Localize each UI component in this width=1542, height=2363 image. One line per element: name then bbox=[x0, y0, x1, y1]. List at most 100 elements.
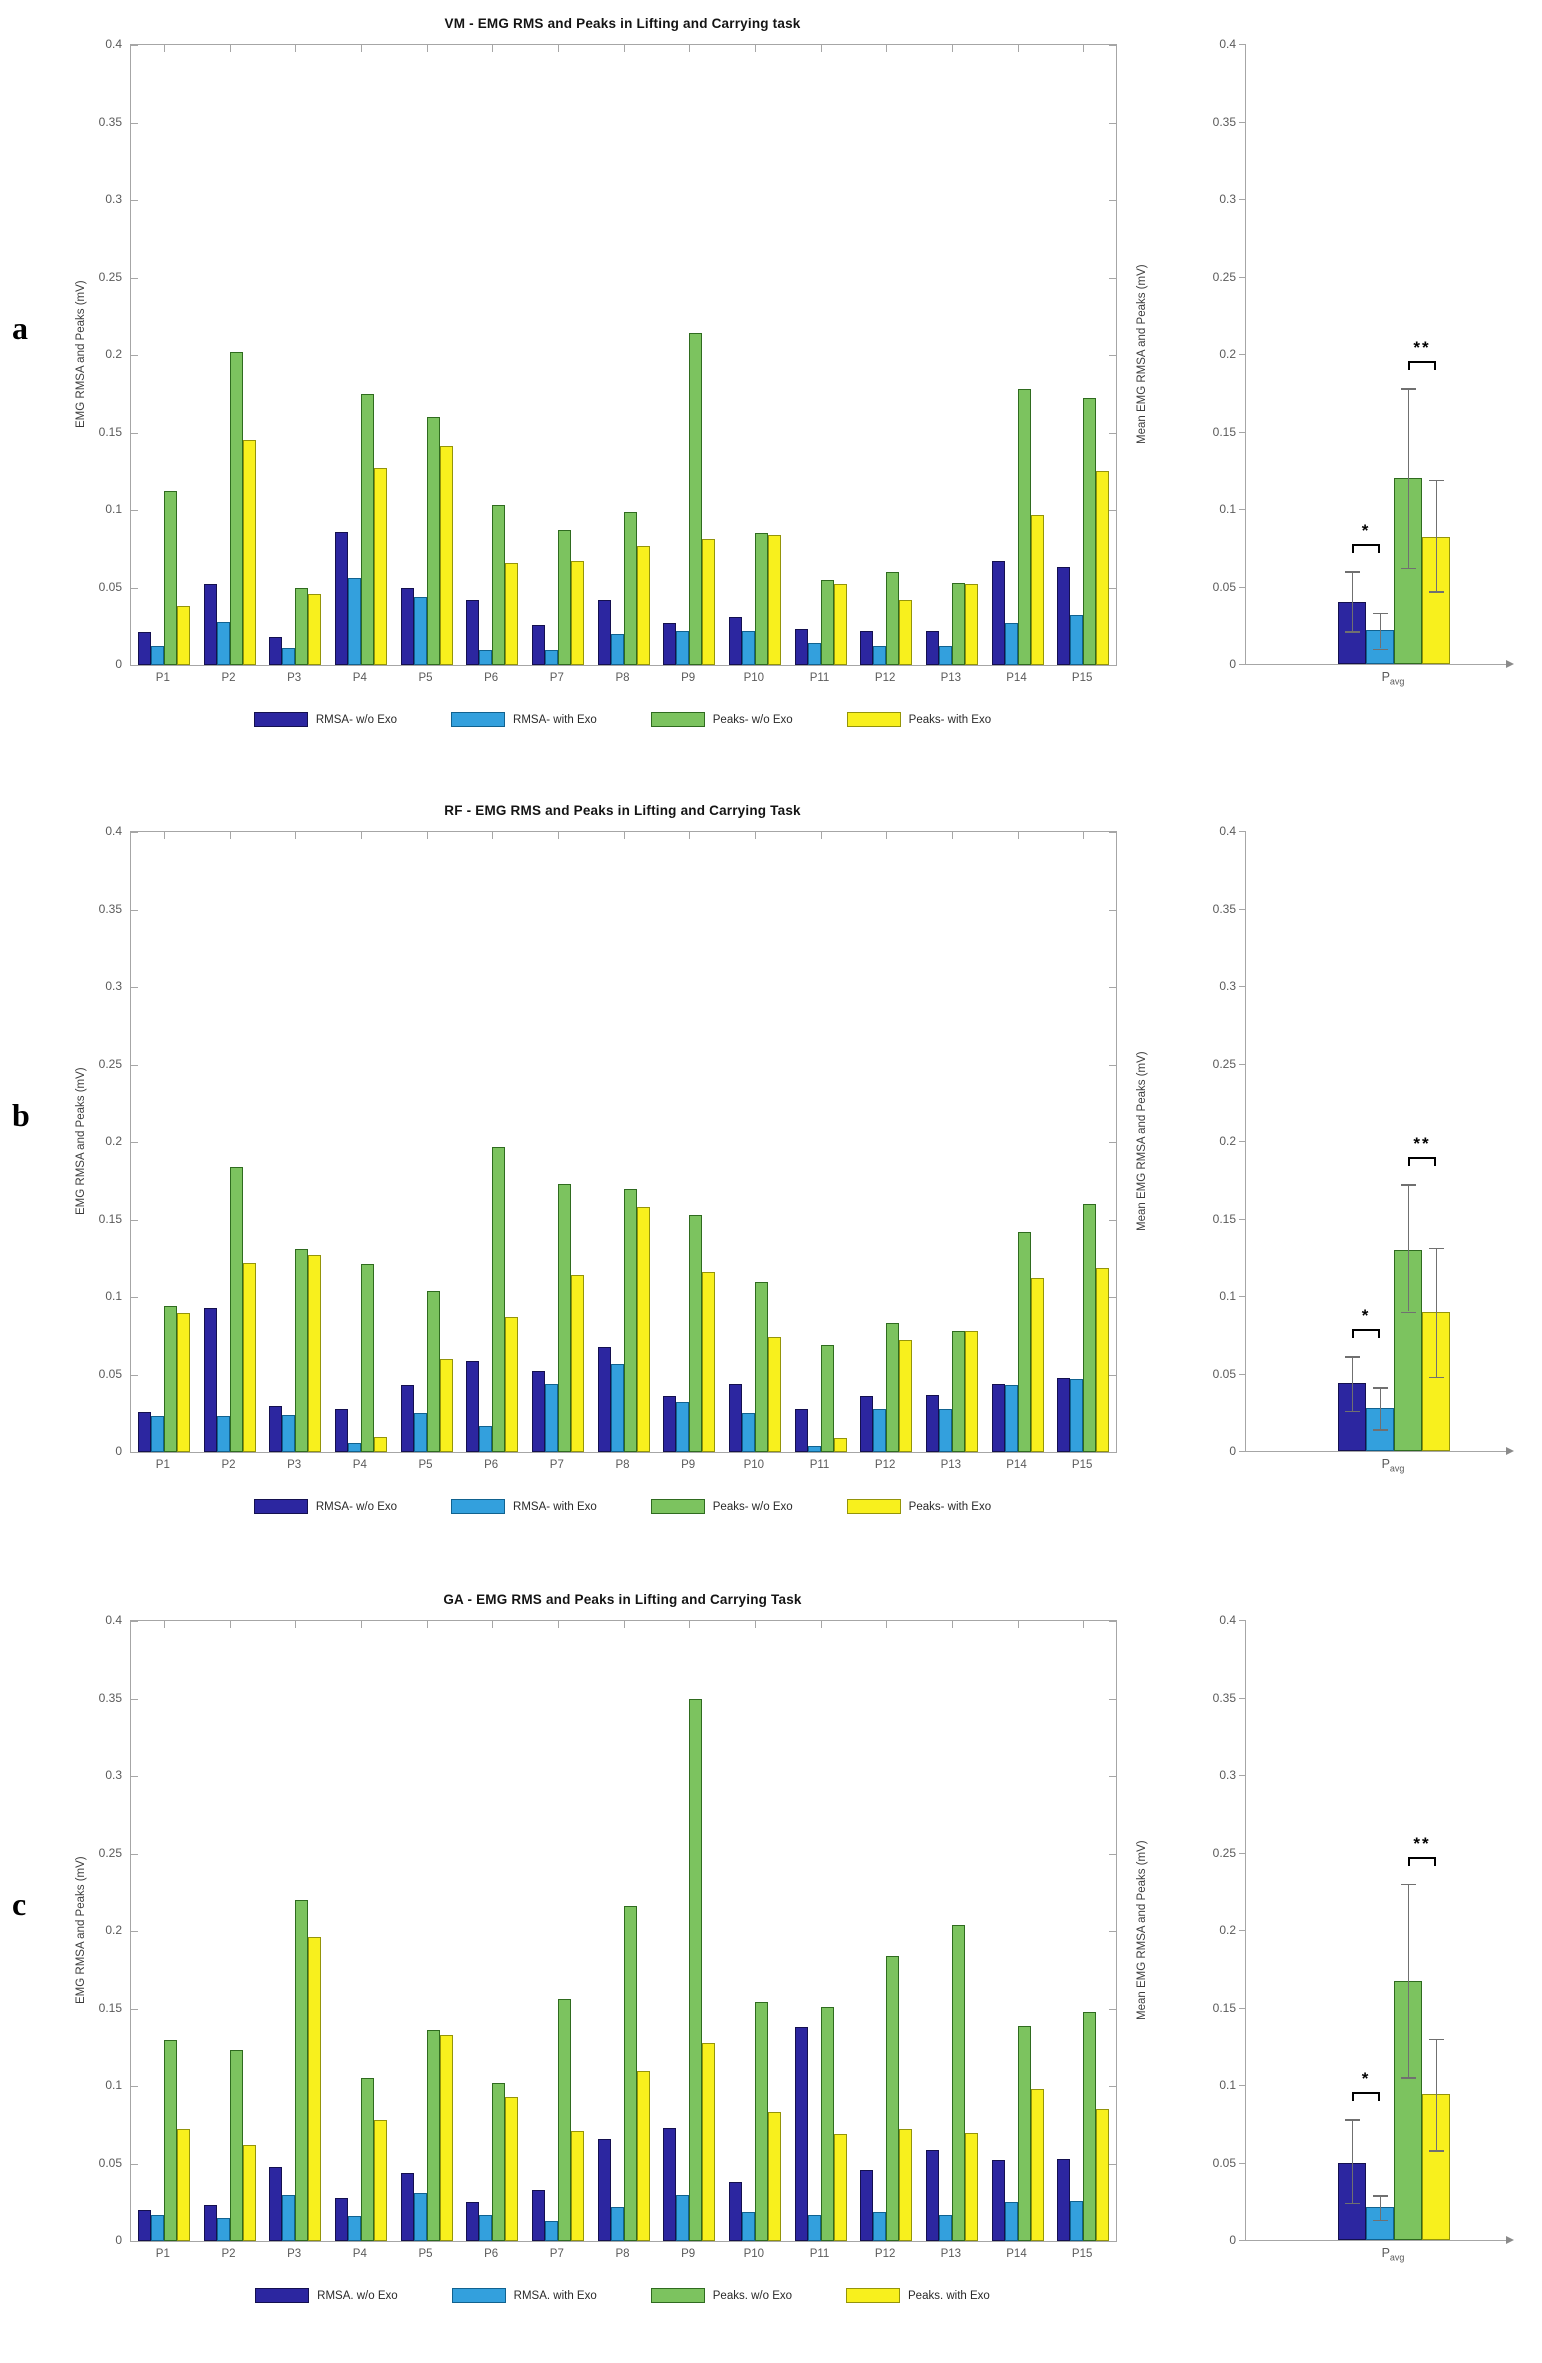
y-tick bbox=[1239, 2162, 1245, 2164]
y-tick bbox=[131, 1064, 138, 1066]
y-tick-label: 0.4 bbox=[105, 37, 122, 51]
bar-p10-peaks_wo bbox=[754, 2002, 768, 2241]
error-bar-cap bbox=[1345, 571, 1360, 573]
x-tick bbox=[951, 45, 953, 52]
bar-p10-peaks_wo bbox=[754, 533, 768, 665]
y-tick-label: 0.4 bbox=[1219, 1613, 1236, 1627]
x-tick-label: P7 bbox=[549, 2248, 564, 2260]
y-tick-label: 0.4 bbox=[1219, 824, 1236, 838]
y-tick-label: 0.35 bbox=[1212, 1690, 1236, 1705]
error-bar bbox=[1408, 1184, 1409, 1312]
y-tick-label: 0.25 bbox=[1212, 1845, 1236, 1860]
bar-p4-rms_with bbox=[347, 578, 361, 665]
legend-item: Peaks. with Exo bbox=[846, 2288, 990, 2303]
error-bar bbox=[1352, 1356, 1353, 1411]
legend-label: RMSA- w/o Exo bbox=[315, 713, 398, 726]
legend-item: RMSA- with Exo bbox=[451, 1499, 597, 1514]
y-tick bbox=[1109, 665, 1116, 666]
bar-p1-rms_wo bbox=[137, 632, 151, 665]
y-tick-label: 0.2 bbox=[1219, 347, 1236, 361]
bar-p5-rms_with bbox=[413, 2192, 427, 2241]
y-tick bbox=[1239, 664, 1245, 665]
x-tick bbox=[229, 45, 231, 52]
bar-p14-peaks_wo bbox=[1017, 1231, 1031, 1452]
bar-p2-peaks_with bbox=[242, 1262, 256, 1452]
error-bar bbox=[1380, 1387, 1381, 1430]
legend-swatch-peaks-wo-exo bbox=[650, 1499, 705, 1514]
bar-p3-peaks_with bbox=[308, 593, 322, 665]
legend-label: Peaks- with Exo bbox=[908, 713, 992, 726]
error-bar bbox=[1436, 1247, 1437, 1377]
bar-p1-rms_wo bbox=[137, 2210, 151, 2241]
legend-swatch-rmsa-with-exo bbox=[451, 1499, 506, 1514]
bar-p8-rms_with bbox=[610, 2206, 624, 2241]
y-tick bbox=[131, 277, 138, 279]
error-bar-cap bbox=[1345, 2119, 1360, 2121]
legend-label: Peaks. with Exo bbox=[908, 2289, 990, 2302]
y-tick bbox=[1109, 909, 1116, 911]
bar-p11-rms_with bbox=[807, 643, 821, 665]
significance-stars: * bbox=[1361, 1306, 1371, 1326]
bar-p2-peaks_wo bbox=[229, 1166, 243, 1452]
bar-p8-peaks_with bbox=[636, 1207, 650, 1452]
y-tick bbox=[131, 510, 138, 511]
bar-p7-rms_wo bbox=[531, 624, 545, 665]
y-tick-label: 0.15 bbox=[1212, 2000, 1236, 2015]
y-tick bbox=[1109, 1297, 1116, 1298]
y-tick-label: 0.1 bbox=[105, 502, 122, 516]
y-tick-label: 0.15 bbox=[98, 424, 122, 439]
y-tick bbox=[131, 987, 138, 988]
significance-stars: ** bbox=[1413, 1134, 1431, 1154]
bar-p14-rms_wo bbox=[991, 1383, 1005, 1452]
x-tick-label: P4 bbox=[352, 2248, 367, 2260]
bar-p13-peaks_with bbox=[964, 584, 978, 665]
bar-p8-peaks_wo bbox=[623, 511, 637, 665]
main-bar-chart bbox=[130, 44, 1117, 666]
bar-p11-rms_with bbox=[807, 1445, 821, 1452]
bar-p3-peaks_wo bbox=[295, 1248, 309, 1452]
bar-p11-rms_wo bbox=[794, 1408, 808, 1452]
y-tick bbox=[1239, 1852, 1245, 1854]
bar-p14-rms_with bbox=[1004, 2202, 1018, 2241]
y-tick-label: 0.35 bbox=[1212, 901, 1236, 916]
y-tick bbox=[1239, 276, 1245, 278]
x-tick bbox=[295, 832, 297, 839]
y-tick bbox=[1109, 1142, 1116, 1143]
bar-p13-rms_with bbox=[938, 2214, 952, 2241]
mean-bar-chart: * ** bbox=[1239, 831, 1511, 1452]
significance-stars: * bbox=[1361, 521, 1371, 540]
bar-p14-rms_with bbox=[1004, 623, 1018, 665]
bar-p1-rms_wo bbox=[137, 1411, 151, 1452]
y-tick bbox=[1239, 431, 1245, 433]
y-tick-label: 0.3 bbox=[105, 979, 122, 993]
panel-c: c GA - EMG RMS and Peaks in Lifting and … bbox=[0, 1576, 1542, 2363]
y-tick bbox=[131, 2086, 138, 2087]
bar-p7-peaks_with bbox=[570, 2130, 584, 2241]
panel-letter-a: a bbox=[12, 310, 28, 346]
x-tick-label: P3 bbox=[287, 672, 302, 684]
chart-title: RF - EMG RMS and Peaks in Lifting and Ca… bbox=[444, 803, 801, 818]
y-tick bbox=[1239, 986, 1245, 987]
bar-p11-rms_wo bbox=[794, 629, 808, 665]
y-tick bbox=[1109, 1621, 1116, 1622]
y-tick bbox=[1109, 987, 1116, 988]
y-tick bbox=[1109, 1064, 1116, 1066]
error-bar-cap bbox=[1401, 1311, 1416, 1313]
x-tick bbox=[1083, 1621, 1085, 1628]
error-bar-cap bbox=[1401, 1184, 1416, 1186]
legend-item: Peaks. w/o Exo bbox=[650, 2288, 792, 2303]
bar-p15-peaks_wo bbox=[1083, 2011, 1097, 2241]
bar-p9-peaks_wo bbox=[689, 333, 703, 665]
error-bar bbox=[1436, 479, 1437, 592]
error-bar-cap bbox=[1429, 1376, 1444, 1379]
y-tick bbox=[1109, 832, 1116, 833]
y-tick-label: 0.2 bbox=[1219, 1134, 1236, 1148]
bar-p7-peaks_wo bbox=[557, 1999, 571, 2241]
x-tick-label: P4 bbox=[352, 1459, 367, 1471]
bar-p4-peaks_wo bbox=[360, 2078, 374, 2241]
legend-item: RMSA- with Exo bbox=[451, 712, 597, 727]
y-tick bbox=[131, 1931, 138, 1932]
bar-p7-rms_wo bbox=[531, 2189, 545, 2241]
legend-swatch-rmsa-wo-exo bbox=[255, 2288, 310, 2303]
